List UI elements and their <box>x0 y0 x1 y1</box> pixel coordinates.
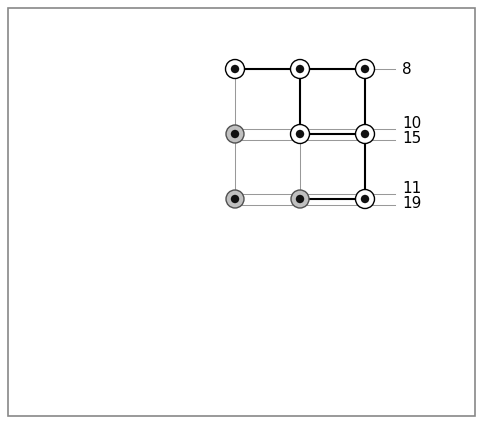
Circle shape <box>361 130 369 138</box>
Circle shape <box>231 195 239 203</box>
Circle shape <box>231 130 239 138</box>
Circle shape <box>231 65 239 73</box>
Circle shape <box>226 190 244 208</box>
Circle shape <box>296 65 304 73</box>
Circle shape <box>296 195 304 203</box>
Circle shape <box>290 125 310 143</box>
Text: 11: 11 <box>402 181 421 195</box>
Circle shape <box>291 190 309 208</box>
Circle shape <box>355 125 374 143</box>
Circle shape <box>296 130 304 138</box>
Circle shape <box>290 59 310 78</box>
Circle shape <box>226 59 244 78</box>
Text: 10: 10 <box>402 115 421 131</box>
Text: 8: 8 <box>402 61 412 76</box>
Circle shape <box>226 125 244 143</box>
Text: 15: 15 <box>402 131 421 145</box>
Circle shape <box>361 195 369 203</box>
Circle shape <box>355 190 374 209</box>
Circle shape <box>355 59 374 78</box>
Circle shape <box>361 65 369 73</box>
Text: 19: 19 <box>402 195 421 210</box>
